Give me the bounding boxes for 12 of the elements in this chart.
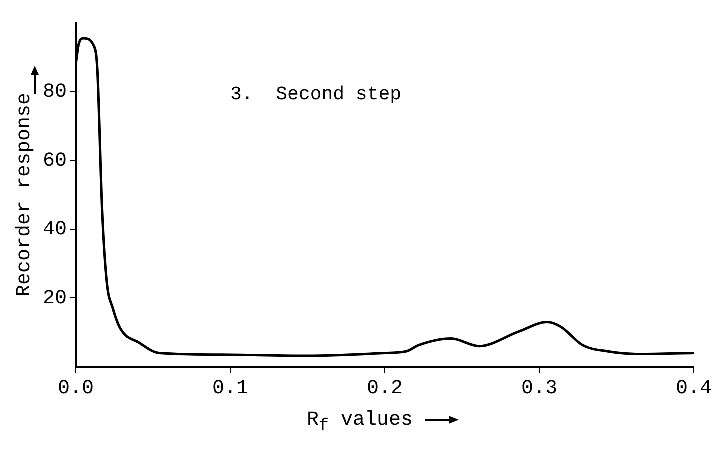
y-tick-label: 20 (42, 287, 68, 310)
y-tick-label: 60 (42, 150, 68, 173)
y-tick-label: 40 (42, 218, 68, 242)
x-tick-label: 0.1 (212, 377, 249, 400)
x-tick-label: 0.0 (58, 377, 94, 400)
x-tick-label: 0.4 (676, 377, 712, 400)
x-tick-label: 0.3 (521, 377, 558, 400)
annotation: 3. Second step (230, 83, 402, 106)
x-tick-label: 0.2 (366, 377, 404, 400)
y-tick-label: 80 (42, 81, 68, 104)
x-axis-title: R$_{f}$ values (306, 409, 414, 436)
y-axis-title: Recorder response (13, 92, 36, 298)
